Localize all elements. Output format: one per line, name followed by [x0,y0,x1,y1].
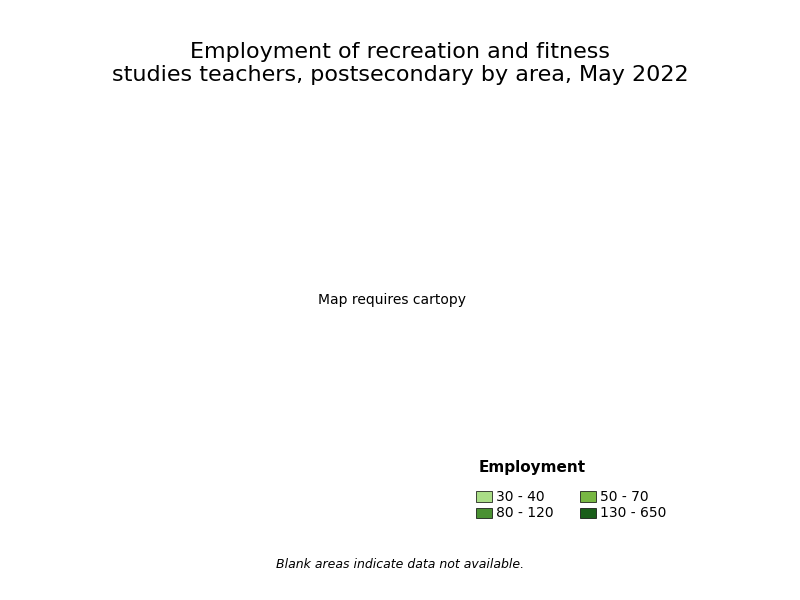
Text: Employment of recreation and fitness
studies teachers, postsecondary by area, Ma: Employment of recreation and fitness stu… [112,42,688,85]
Text: 30 - 40: 30 - 40 [496,490,545,504]
Text: 80 - 120: 80 - 120 [496,506,554,520]
Text: 50 - 70: 50 - 70 [600,490,649,504]
Text: Map requires cartopy: Map requires cartopy [318,293,466,307]
Text: 130 - 650: 130 - 650 [600,506,666,520]
Text: Employment: Employment [478,460,586,475]
Text: Blank areas indicate data not available.: Blank areas indicate data not available. [276,557,524,571]
